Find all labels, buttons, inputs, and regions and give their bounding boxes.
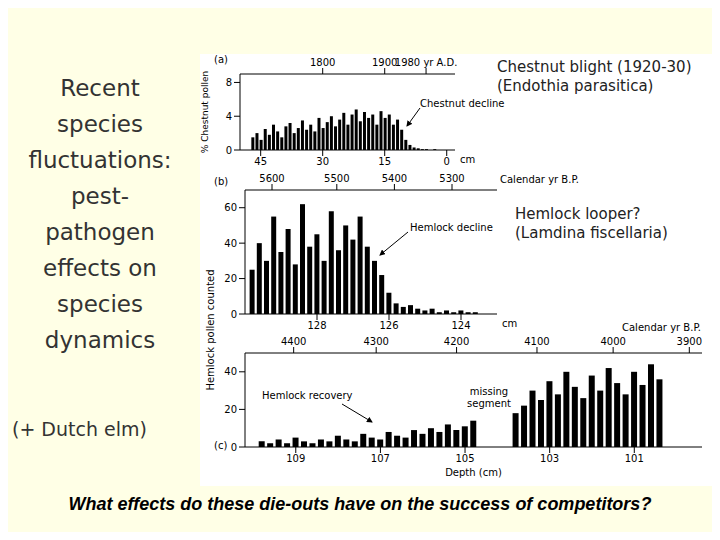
svg-text:0: 0 xyxy=(231,309,237,320)
svg-text:5400: 5400 xyxy=(382,173,407,184)
svg-text:4300: 4300 xyxy=(363,336,388,347)
svg-text:5300: 5300 xyxy=(439,173,464,184)
svg-text:cm: cm xyxy=(502,318,517,329)
svg-text:8: 8 xyxy=(226,77,232,88)
svg-text:1980 yr A.D.: 1980 yr A.D. xyxy=(395,57,458,68)
html-text:What effects do these die-outs: What effects do these die-outs have on t… xyxy=(68,494,652,514)
svg-text:20: 20 xyxy=(224,404,237,415)
svg-text:0: 0 xyxy=(444,156,450,167)
svg-text:30: 30 xyxy=(316,156,329,167)
svg-text:40: 40 xyxy=(224,238,237,249)
svg-text:% Chestnut pollen: % Chestnut pollen xyxy=(200,71,210,153)
html-text:species: species xyxy=(57,291,143,317)
svg-text:107: 107 xyxy=(371,453,390,464)
svg-text:1900: 1900 xyxy=(372,57,397,68)
html-text:(b): (b) xyxy=(214,176,229,187)
html-text:(c): (c) xyxy=(214,440,228,451)
svg-text:45: 45 xyxy=(254,156,267,167)
html-text:(a): (a) xyxy=(214,54,228,65)
html-text:Calendar yr B.P.: Calendar yr B.P. xyxy=(500,174,579,185)
svg-text:60: 60 xyxy=(224,202,237,213)
html-text:pest-: pest- xyxy=(71,183,129,209)
html-text:Hemlock looper?: Hemlock looper? xyxy=(515,205,641,223)
html-text:(Lamdina fiscellaria): (Lamdina fiscellaria) xyxy=(515,224,668,242)
svg-text:40: 40 xyxy=(224,366,237,377)
html-text:Hemlock pollen counted: Hemlock pollen counted xyxy=(205,269,216,391)
html-text:Chestnut blight (1920-30): Chestnut blight (1920-30) xyxy=(497,58,692,76)
html-text:Hemlock decline: Hemlock decline xyxy=(410,222,493,233)
svg-text:4000: 4000 xyxy=(600,336,625,347)
svg-text:5600: 5600 xyxy=(259,173,284,184)
svg-text:3900: 3900 xyxy=(677,336,702,347)
html-text:effects on: effects on xyxy=(43,255,157,281)
html-text:(Endothia parasitica): (Endothia parasitica) xyxy=(497,77,654,95)
svg-text:cm: cm xyxy=(460,154,475,165)
html-text:Hemlock recovery: Hemlock recovery xyxy=(262,390,353,401)
svg-text:1800: 1800 xyxy=(310,57,335,68)
svg-text:101: 101 xyxy=(625,453,644,464)
html-text:pathogen: pathogen xyxy=(45,219,155,245)
svg-text:4400: 4400 xyxy=(281,336,306,347)
html-text:species: species xyxy=(57,111,143,137)
html-text:Calendar yr B.P.: Calendar yr B.P. xyxy=(622,322,701,333)
svg-text:4: 4 xyxy=(226,111,232,122)
svg-text:126: 126 xyxy=(379,320,398,331)
svg-text:0: 0 xyxy=(226,145,232,156)
svg-text:20: 20 xyxy=(224,273,237,284)
svg-text:4100: 4100 xyxy=(524,336,549,347)
svg-text:105: 105 xyxy=(455,453,474,464)
svg-text:109: 109 xyxy=(286,453,305,464)
svg-text:124: 124 xyxy=(451,320,470,331)
svg-text:0: 0 xyxy=(231,442,237,453)
svg-text:15: 15 xyxy=(378,156,391,167)
html-text:fluctuations:: fluctuations: xyxy=(28,147,172,173)
svg-text:5500: 5500 xyxy=(324,173,349,184)
svg-text:103: 103 xyxy=(540,453,559,464)
svg-text:128: 128 xyxy=(307,320,326,331)
html-text:(+ Dutch elm): (+ Dutch elm) xyxy=(12,418,147,440)
svg-text:4200: 4200 xyxy=(444,336,469,347)
html-text:Chestnut decline: Chestnut decline xyxy=(420,98,505,109)
svg-text:Depth (cm): Depth (cm) xyxy=(445,467,502,478)
html-text:missing segment: missing segment xyxy=(467,386,511,409)
html-text:dynamics: dynamics xyxy=(44,327,156,353)
html-text:Recent: Recent xyxy=(60,75,140,101)
